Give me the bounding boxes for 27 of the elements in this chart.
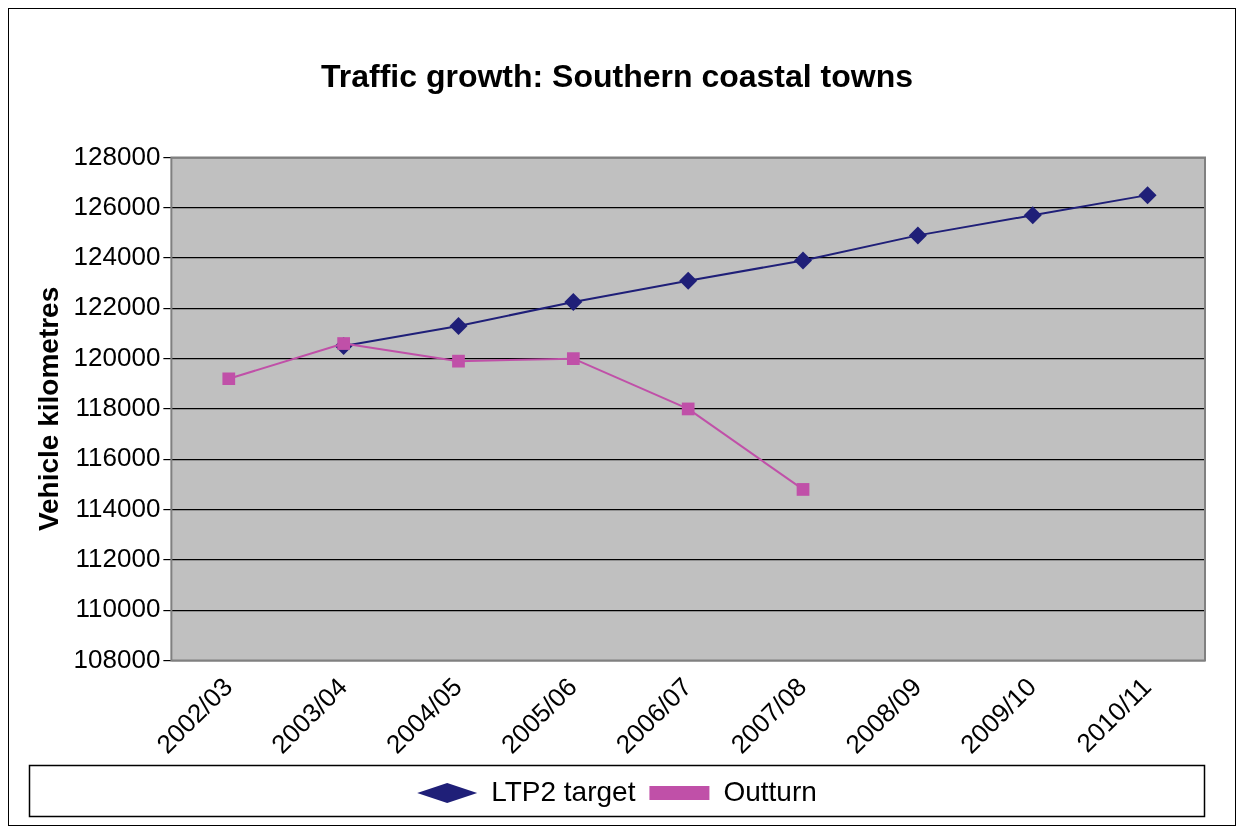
y-tick-label: 116000: [75, 442, 161, 473]
point: [908, 226, 927, 245]
point: [1023, 206, 1042, 225]
legend-label: Outturn: [723, 775, 817, 807]
y-tick-label: 118000: [75, 392, 161, 423]
point: [564, 293, 583, 312]
y-tick-label: 108000: [73, 643, 161, 674]
point: [566, 352, 580, 365]
point: [452, 354, 465, 368]
y-tick-label: 114000: [75, 492, 161, 523]
chart-title: Traffic growth: Southern coastal towns: [320, 58, 914, 95]
legend-label: LTP2 target: [491, 775, 636, 807]
y-tick-label: 128000: [73, 140, 161, 171]
y-tick-label: 112000: [75, 543, 161, 574]
point: [449, 316, 468, 335]
y-tick-label: 122000: [73, 291, 161, 322]
y-tick-label: 126000: [73, 190, 161, 221]
point: [681, 402, 695, 416]
y-axis-title: Vehicle kilometres: [32, 286, 64, 532]
point: [796, 483, 810, 496]
point: [1138, 186, 1157, 205]
point: [222, 372, 236, 386]
point: [794, 251, 813, 270]
y-tick-label: 124000: [73, 241, 161, 272]
point: [679, 271, 698, 290]
y-tick-label: 120000: [73, 341, 161, 372]
y-tick-label: 110000: [75, 593, 161, 624]
